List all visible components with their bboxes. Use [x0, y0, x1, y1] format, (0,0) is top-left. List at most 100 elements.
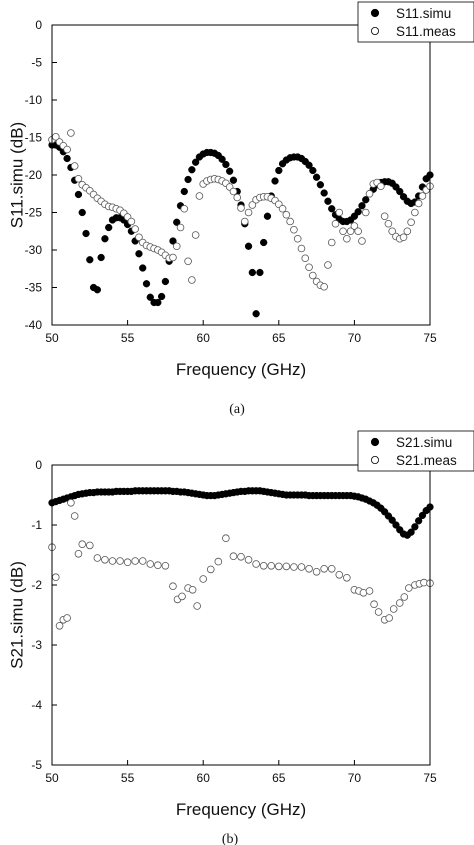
- legend-label-s11-meas: S11.meas: [396, 24, 456, 39]
- simu-data-point: [226, 167, 234, 175]
- meas-data-point: [327, 564, 336, 573]
- meas-data-point: [237, 204, 245, 212]
- meas-data-point: [377, 182, 385, 191]
- meas-data-point: [169, 582, 177, 590]
- meas-data-point: [154, 561, 162, 569]
- meas-data-point: [312, 567, 321, 576]
- meas-data-point: [346, 227, 355, 236]
- meas-data-point: [278, 204, 287, 213]
- meas-data-point: [405, 584, 413, 592]
- simu-data-point: [105, 223, 113, 232]
- meas-data-point: [172, 242, 181, 251]
- meas-data-point: [411, 208, 419, 217]
- simu-data-point: [407, 528, 415, 536]
- y-tick-label: -15: [25, 131, 43, 145]
- meas-data-point: [176, 223, 185, 232]
- meas-data-point: [327, 238, 336, 247]
- simu-data-point: [169, 237, 177, 245]
- meas-data-point: [290, 225, 298, 234]
- x-tick-label: 75: [423, 771, 437, 785]
- simu-data-point: [101, 235, 109, 243]
- y-tick-label: -1: [31, 518, 42, 532]
- meas-data-point: [297, 563, 306, 571]
- legend-marker-s11-simu: [370, 8, 380, 18]
- meas-data-point: [365, 587, 374, 595]
- meas-data-point: [384, 219, 393, 228]
- simu-data-point: [392, 521, 400, 529]
- y-tick-label: -2: [31, 578, 42, 592]
- legend-box: [357, 1, 474, 43]
- meas-data-point: [51, 573, 60, 581]
- simu-data-point: [271, 177, 279, 185]
- meas-data-point: [74, 549, 83, 558]
- meas-data-point: [374, 608, 383, 616]
- meas-data-point: [74, 174, 83, 183]
- meas-data-point: [309, 271, 317, 280]
- plot-frame: [51, 464, 431, 766]
- simu-data-point: [78, 208, 86, 217]
- y-tick-label: 0: [35, 18, 42, 32]
- meas-data-point: [380, 212, 389, 221]
- simu-data-point: [305, 161, 313, 169]
- meas-data-point: [101, 555, 109, 564]
- meas-data-point: [131, 225, 139, 233]
- x-tick-label: 65: [272, 331, 286, 345]
- meas-data-point: [252, 560, 260, 568]
- meas-data-point: [206, 565, 215, 574]
- meas-data-point: [403, 227, 412, 236]
- meas-data-point: [324, 261, 332, 269]
- meas-data-point: [385, 614, 393, 622]
- meas-data-point: [331, 219, 340, 228]
- simu-data-point: [263, 212, 272, 220]
- x-tick-label: 55: [121, 331, 135, 345]
- legend-box: [357, 430, 474, 472]
- simu-data-point: [229, 176, 238, 184]
- y-tick-label: 0: [35, 458, 42, 472]
- simu-data-point: [222, 160, 230, 169]
- meas-data-point: [229, 187, 238, 196]
- y-axis-label: S11.simu (dB): [7, 122, 26, 228]
- y-tick-label: -40: [25, 318, 43, 332]
- meas-data-point: [286, 217, 294, 226]
- meas-data-point: [389, 605, 398, 613]
- simu-data-point: [139, 264, 147, 272]
- y-tick-label: -10: [25, 93, 43, 107]
- simu-data-point: [191, 158, 200, 166]
- meas-data-point: [63, 145, 71, 154]
- simu-data-point: [218, 155, 226, 163]
- meas-data-point: [274, 562, 283, 571]
- simu-data-point: [328, 205, 336, 213]
- meas-data-point: [229, 552, 238, 560]
- simu-data-point: [396, 187, 404, 196]
- simu-data-point: [252, 310, 260, 318]
- meas-data-point: [354, 227, 362, 236]
- meas-data-point: [178, 592, 186, 601]
- meas-data-point: [335, 570, 344, 579]
- meas-data-point: [67, 498, 75, 507]
- meas-data-point: [70, 162, 79, 170]
- simu-data-point: [415, 517, 423, 525]
- simu-data-point: [173, 218, 181, 226]
- simu-data-point: [388, 516, 396, 524]
- meas-data-point: [180, 204, 189, 213]
- y-tick-label: -5: [31, 56, 42, 70]
- meas-data-point: [127, 217, 136, 226]
- meas-data-point: [293, 234, 302, 243]
- simu-data-point: [411, 523, 419, 531]
- legend-marker-s21-simu: [370, 437, 380, 447]
- legend-marker-s11-meas: [370, 26, 379, 35]
- meas-data-point: [305, 263, 313, 272]
- simu-data-point: [309, 166, 317, 175]
- meas-data-point: [370, 600, 378, 608]
- simu-data-point: [161, 277, 170, 286]
- legend-label-s11-simu: S11.simu: [396, 6, 451, 21]
- x-tick-label: 60: [197, 771, 211, 785]
- x-axis-label: Frequency (GHz): [176, 360, 306, 379]
- simu-data-point: [248, 268, 256, 277]
- meas-data-point: [146, 560, 155, 568]
- y-axis-label: S21.simu (dB): [7, 561, 26, 669]
- simu-data-point: [157, 292, 166, 301]
- meas-data-point: [135, 233, 143, 242]
- x-tick-label: 75: [423, 331, 437, 345]
